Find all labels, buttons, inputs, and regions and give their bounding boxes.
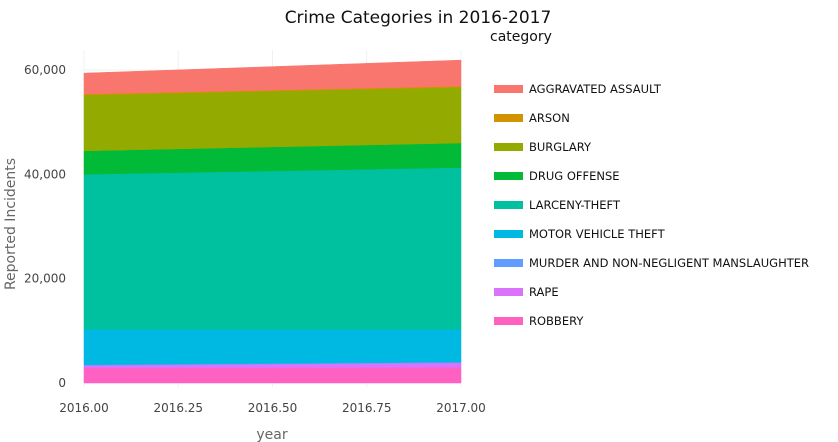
legend-swatch bbox=[494, 230, 523, 238]
legend-title: category bbox=[490, 29, 552, 45]
legend-swatch bbox=[494, 172, 523, 180]
legend-label: MURDER AND NON-NEGLIGENT MANSLAUGHTER bbox=[529, 256, 809, 270]
area-burglary bbox=[83, 86, 462, 152]
legend-item: ARSON bbox=[494, 111, 570, 125]
x-axis-ticks: 2016.00 2016.25 2016.50 2016.75 2017.00 bbox=[59, 401, 486, 415]
area-motor-vehicle-theft bbox=[83, 329, 462, 365]
y-tick-label: 0 bbox=[58, 376, 66, 390]
area-series bbox=[83, 59, 462, 384]
x-tick-label: 2016.00 bbox=[59, 401, 109, 415]
x-tick-label: 2016.50 bbox=[248, 401, 298, 415]
legend-item: ROBBERY bbox=[494, 314, 584, 328]
y-tick-label: 40,000 bbox=[24, 167, 66, 181]
legend-label: MOTOR VEHICLE THEFT bbox=[529, 227, 666, 241]
y-tick-label: 20,000 bbox=[24, 272, 66, 286]
y-axis-label: Reported Incidents bbox=[3, 158, 19, 290]
area-larceny-theft bbox=[83, 167, 462, 330]
legend-item: RAPE bbox=[494, 285, 559, 299]
legend-label: RAPE bbox=[529, 285, 559, 299]
legend-item: MURDER AND NON-NEGLIGENT MANSLAUGHTER bbox=[494, 256, 809, 270]
legend-swatch bbox=[494, 143, 523, 151]
legend-swatch bbox=[494, 288, 523, 296]
legend-item: MOTOR VEHICLE THEFT bbox=[494, 227, 666, 241]
legend-label: BURGLARY bbox=[529, 140, 592, 154]
legend-item: LARCENY-THEFT bbox=[494, 198, 621, 212]
legend-label: AGGRAVATED ASSAULT bbox=[529, 82, 662, 96]
legend-item: DRUG OFFENSE bbox=[494, 169, 620, 183]
legend-label: LARCENY-THEFT bbox=[529, 198, 621, 212]
legend-swatch bbox=[494, 201, 523, 209]
x-tick-label: 2017.00 bbox=[436, 401, 486, 415]
y-axis-ticks: 0 20,000 40,000 60,000 bbox=[24, 63, 66, 390]
legend-swatch bbox=[494, 317, 523, 325]
x-tick-label: 2016.25 bbox=[153, 401, 203, 415]
x-tick-label: 2016.75 bbox=[342, 401, 392, 415]
legend-swatch bbox=[494, 259, 523, 267]
x-axis-label: year bbox=[256, 427, 287, 442]
legend-label: DRUG OFFENSE bbox=[529, 169, 620, 183]
area-robbery bbox=[83, 367, 462, 384]
area-aggravated-assault bbox=[83, 59, 462, 95]
y-tick-label: 60,000 bbox=[24, 63, 66, 77]
legend-label: ARSON bbox=[529, 111, 570, 125]
legend-item: AGGRAVATED ASSAULT bbox=[494, 82, 662, 96]
legend: AGGRAVATED ASSAULT ARSON BURGLARY DRUG OFFE… bbox=[494, 82, 809, 328]
legend-swatch bbox=[494, 114, 523, 122]
legend-item: BURGLARY bbox=[494, 140, 592, 154]
legend-label: ROBBERY bbox=[529, 314, 584, 328]
chart-title: Crime Categories in 2016-2017 bbox=[285, 8, 552, 28]
legend-swatch bbox=[494, 85, 523, 93]
